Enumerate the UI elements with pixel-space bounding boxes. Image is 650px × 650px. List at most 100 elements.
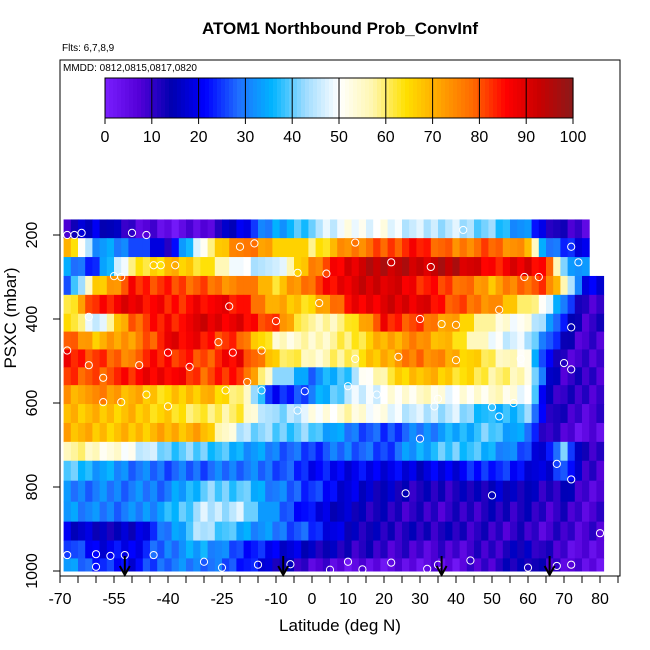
heatmap-cell	[452, 219, 461, 239]
heatmap-cell	[229, 404, 237, 424]
heatmap-cell	[214, 313, 223, 333]
heatmap-cell	[488, 460, 497, 482]
heatmap-cell	[279, 385, 288, 405]
heatmap-cell	[114, 441, 122, 462]
heatmap-cell	[502, 558, 511, 572]
heatmap-cell	[589, 501, 597, 523]
heatmap-cell	[423, 313, 432, 333]
heatmap-cell	[502, 367, 511, 386]
heatmap-cell	[409, 257, 417, 277]
heatmap-cell	[466, 313, 475, 333]
heatmap-cell	[164, 540, 173, 559]
observation-point	[271, 317, 281, 326]
colorbar-swatch	[169, 78, 174, 118]
colorbar-swatch	[377, 78, 382, 118]
heatmap-cell	[517, 480, 525, 503]
heatmap-cell	[459, 441, 468, 462]
heatmap-cell	[574, 331, 583, 350]
heatmap-cell	[222, 441, 230, 462]
colorbar-swatch	[201, 78, 206, 118]
heatmap-cell	[430, 313, 439, 333]
heatmap-cell	[589, 349, 597, 368]
heatmap-cell	[423, 349, 432, 368]
heatmap-cell	[380, 257, 389, 277]
colorbar-swatch	[541, 78, 546, 118]
heatmap-cell	[373, 540, 381, 559]
heatmap-cell	[574, 219, 583, 239]
heatmap-cell	[574, 404, 583, 424]
heatmap-cell	[157, 480, 165, 503]
heatmap-cell	[538, 238, 547, 258]
heatmap-cell	[142, 558, 151, 572]
heatmap-cell	[330, 219, 338, 239]
heatmap-cell	[380, 238, 389, 258]
colorbar-tick-label: 100	[560, 129, 587, 146]
colorbar-swatch	[497, 78, 502, 118]
heatmap-cell	[150, 275, 158, 296]
heatmap-cell	[121, 404, 129, 424]
colorbar-swatch	[241, 78, 246, 118]
heatmap-cell	[495, 294, 504, 315]
colorbar-swatch	[305, 78, 310, 118]
heatmap-cell	[351, 257, 360, 277]
heatmap-cell	[366, 480, 374, 503]
heatmap-cell	[531, 331, 540, 350]
heatmap-cell	[466, 257, 475, 277]
heatmap-cell	[358, 367, 367, 386]
heatmap-cell	[596, 275, 605, 296]
colorbar-swatch	[501, 78, 506, 118]
colorbar-swatch	[209, 78, 214, 118]
heatmap-cell	[135, 238, 144, 258]
heatmap-cell	[128, 521, 137, 542]
heatmap-cell	[178, 441, 187, 462]
heatmap-cell	[157, 275, 165, 296]
heatmap-cell	[488, 441, 497, 462]
heatmap-cell	[416, 558, 425, 572]
heatmap-cell	[380, 404, 389, 424]
heatmap-cell	[250, 349, 259, 368]
heatmap-cell	[351, 275, 360, 296]
heatmap-cell	[474, 441, 482, 462]
colorbar-swatch	[389, 78, 394, 118]
observation-point	[221, 386, 230, 395]
colorbar-swatch	[569, 78, 574, 118]
heatmap-cell	[510, 238, 518, 258]
heatmap-cell	[258, 257, 266, 277]
heatmap-cell	[394, 257, 403, 277]
heatmap-cell	[538, 460, 547, 482]
heatmap-cell	[538, 385, 547, 405]
heatmap-cell	[438, 385, 446, 405]
heatmap-cell	[531, 275, 540, 296]
heatmap-cell	[150, 540, 158, 559]
colorbar-swatch	[293, 78, 298, 118]
observation-point	[343, 557, 353, 566]
heatmap-cell	[380, 480, 389, 503]
colorbar-swatch	[461, 78, 466, 118]
flight-marker-arrowhead	[118, 565, 131, 578]
colorbar-swatch	[553, 78, 558, 118]
heatmap-cell	[373, 331, 381, 350]
heatmap-cell	[150, 367, 158, 386]
heatmap-cell	[567, 219, 576, 239]
heatmap-cell	[200, 480, 209, 503]
heatmap-cell	[135, 558, 144, 572]
heatmap-cell	[337, 275, 345, 296]
heatmap-cell	[70, 219, 79, 239]
heatmap-cell	[250, 385, 259, 405]
observation-point	[516, 354, 525, 363]
heatmap-cell	[387, 422, 396, 443]
heatmap-cell	[517, 385, 525, 405]
heatmap-cell	[286, 501, 295, 523]
heatmap-cell	[546, 313, 554, 333]
heatmap-cell	[142, 331, 151, 350]
heatmap-cell	[279, 219, 288, 239]
heatmap-cell	[70, 460, 79, 482]
heatmap-cell	[510, 367, 518, 386]
heatmap-cell	[322, 480, 331, 503]
heatmap-cell	[589, 313, 597, 333]
heatmap-cell	[207, 385, 216, 405]
heatmap-cell	[250, 219, 259, 239]
observation-point	[423, 564, 432, 574]
heatmap-cell	[373, 422, 381, 443]
heatmap-cell	[214, 501, 223, 523]
